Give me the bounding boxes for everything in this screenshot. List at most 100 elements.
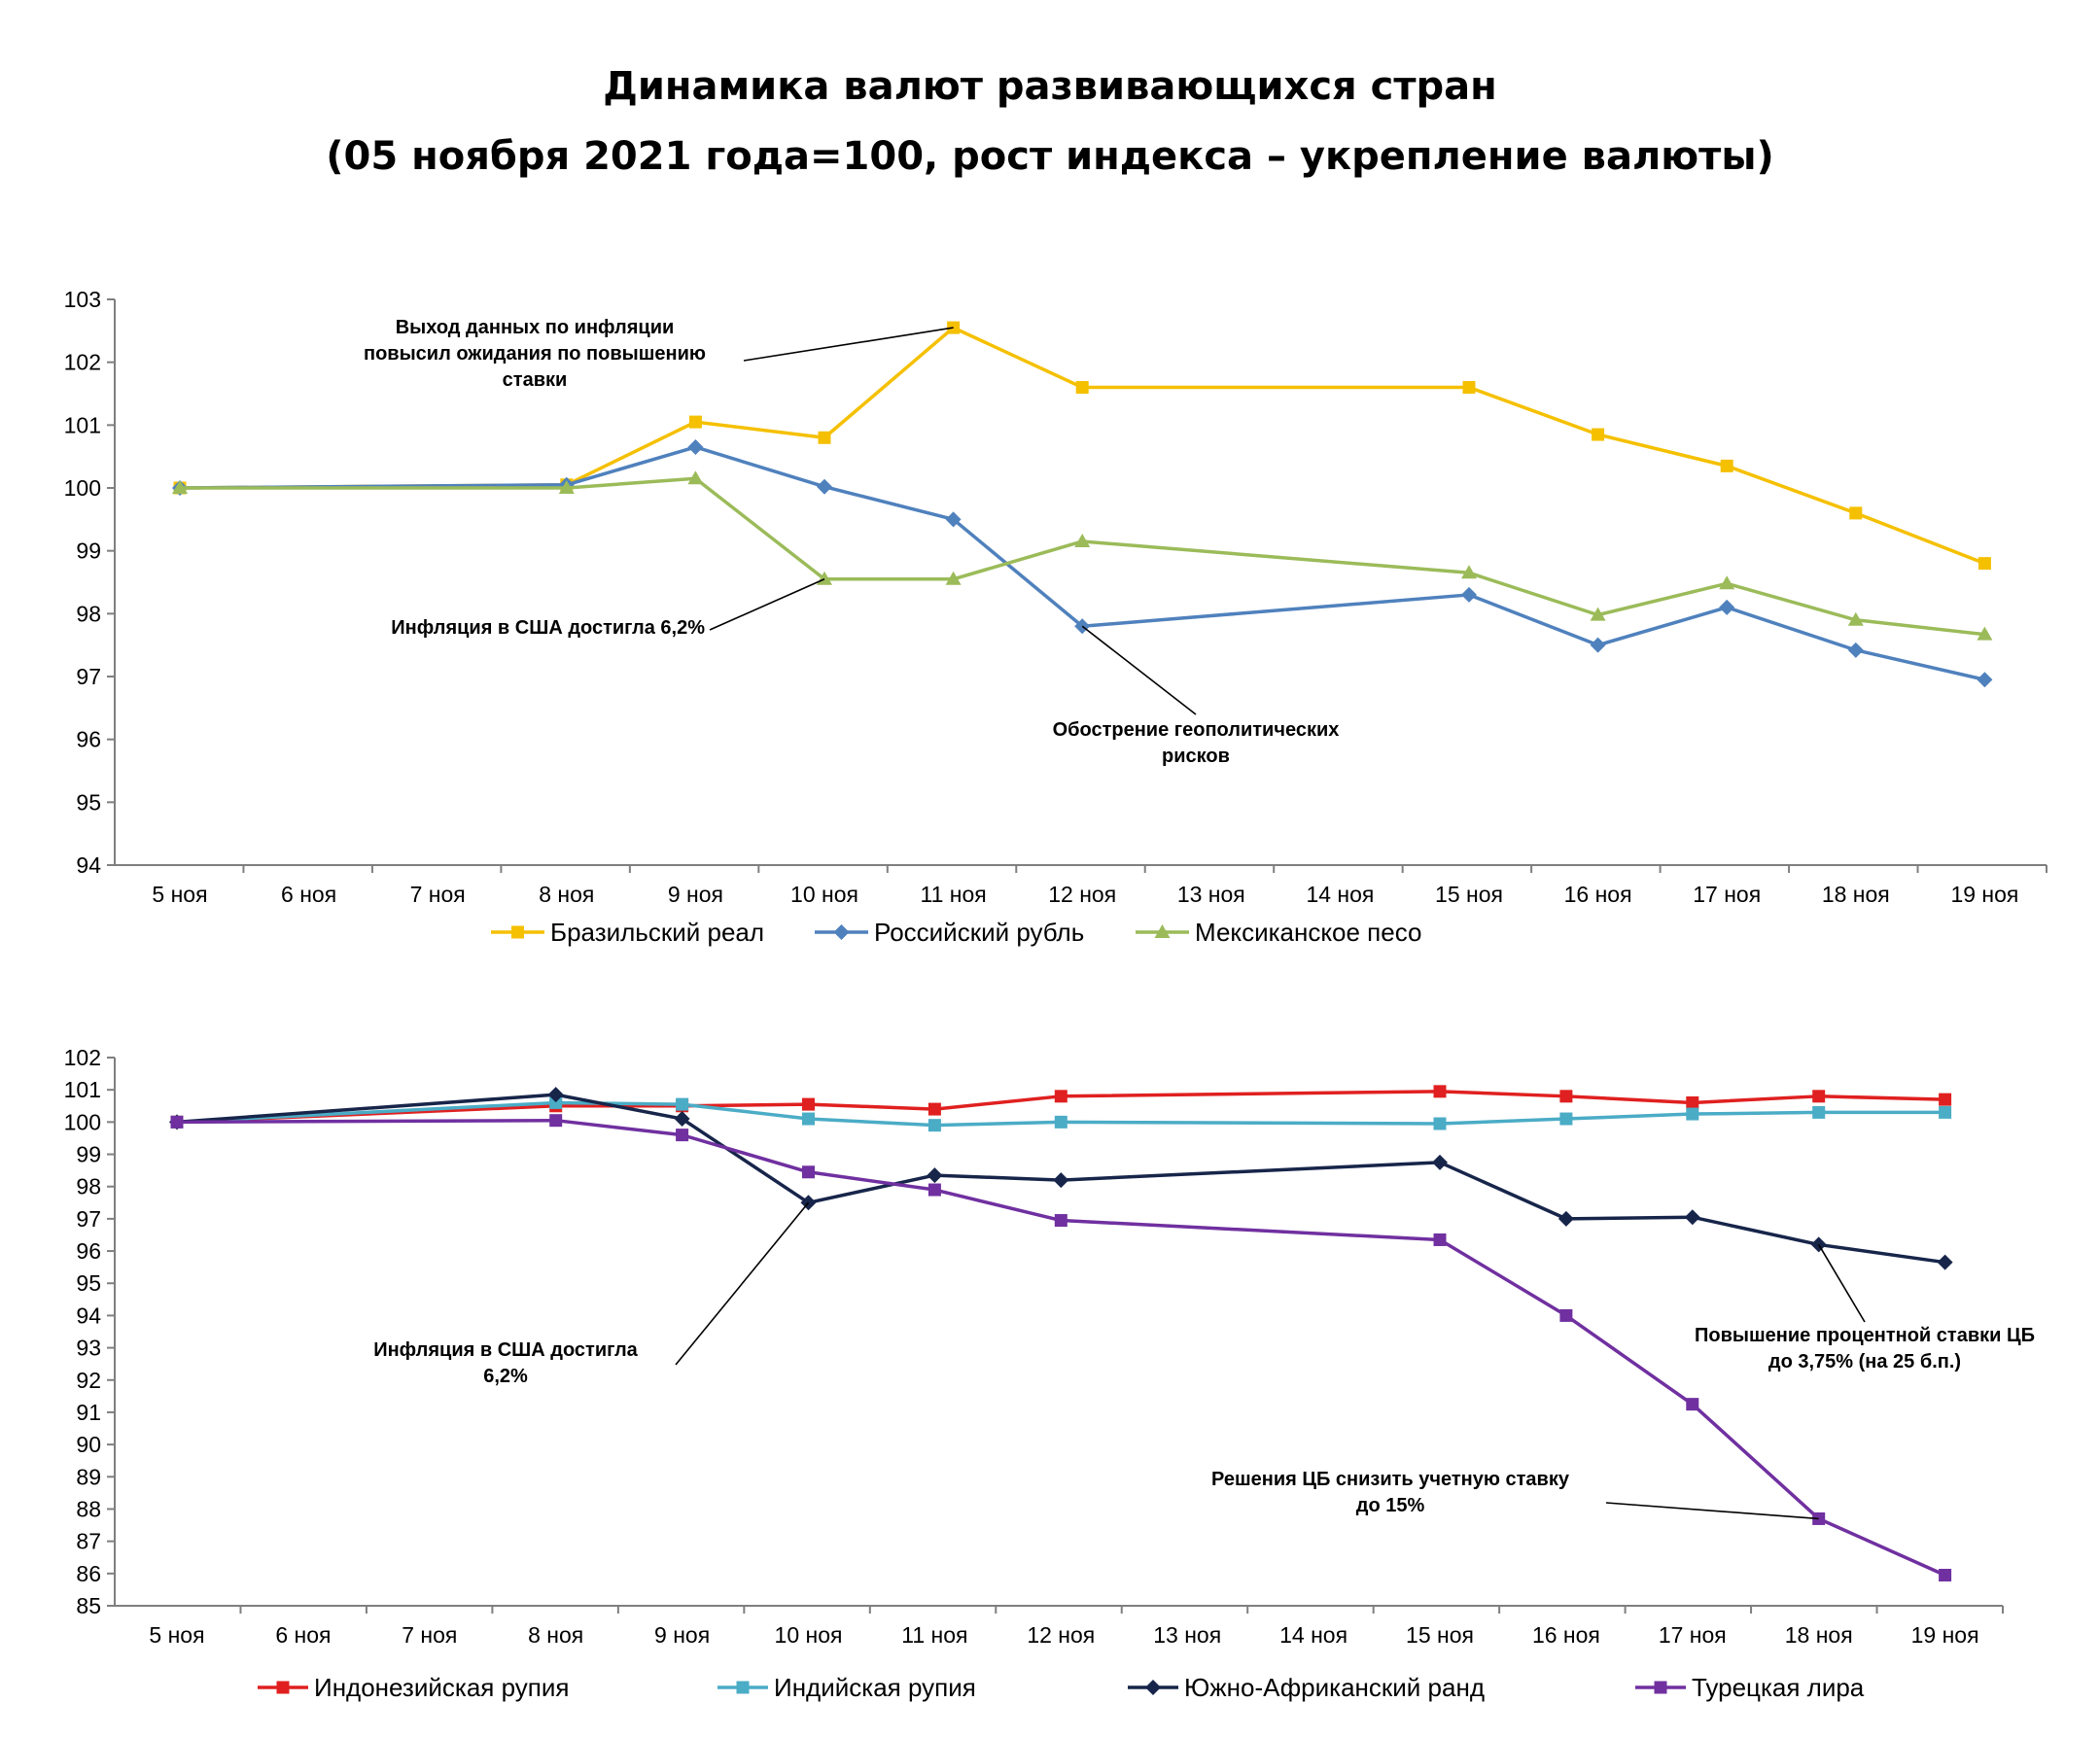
data-point-marker	[1977, 672, 1993, 688]
legend-entry: Южно-Африканский ранд	[1128, 1673, 1485, 1702]
data-point-marker	[1054, 1115, 1068, 1129]
annotation: Выход данных по инфляции повысил ожидания…	[364, 317, 954, 391]
legend-entry: Индийская рупия	[718, 1673, 976, 1702]
annotation-leader-line	[1818, 1244, 1866, 1323]
y-tick-label: 100	[64, 1109, 101, 1134]
legend-label: Южно-Африканский ранд	[1184, 1673, 1485, 1702]
annotation: Инфляция в США достигла 6,2%	[373, 1201, 810, 1387]
x-tick-label: 10 ноя	[775, 1622, 843, 1648]
x-tick-label: 6 ноя	[281, 882, 336, 907]
x-tick-label: 13 ноя	[1153, 1622, 1221, 1648]
x-tick-label: 16 ноя	[1532, 1622, 1600, 1648]
x-tick-label: 5 ноя	[149, 1622, 204, 1648]
annotation-text: Инфляция в США достигла 6,2%	[391, 617, 705, 639]
data-point-marker	[1054, 1090, 1068, 1103]
data-point-marker	[1074, 533, 1091, 547]
data-point-marker	[1590, 637, 1606, 653]
data-point-marker	[1977, 626, 1993, 641]
data-point-marker	[1461, 586, 1477, 603]
x-tick-label: 6 ноя	[275, 1622, 331, 1648]
data-point-marker	[1720, 459, 1733, 472]
data-point-marker	[736, 1681, 750, 1694]
data-point-marker	[549, 1095, 563, 1109]
data-point-marker	[276, 1681, 290, 1694]
legend-label: Российский рубль	[874, 918, 1084, 947]
legend-entry: Мексиканское песо	[1136, 918, 1421, 947]
annotation: Инфляция в США достигла 6,2%	[391, 578, 825, 639]
data-point-marker	[1719, 575, 1735, 590]
annotation-text: Решения ЦБ снизить учетную ставку	[1211, 1469, 1570, 1490]
legend-label: Индийская рупия	[774, 1673, 976, 1702]
y-tick-label: 90	[76, 1432, 101, 1457]
annotation-leader-line	[709, 578, 825, 631]
x-tick-label: 10 ноя	[790, 882, 858, 907]
series-line	[179, 445, 1985, 681]
y-tick-label: 95	[76, 789, 101, 815]
y-tick-label: 86	[76, 1561, 101, 1586]
data-point-marker	[833, 924, 850, 940]
annotation-leader-line	[743, 327, 954, 362]
data-point-marker	[1559, 1308, 1573, 1322]
data-point-marker	[802, 1165, 815, 1179]
y-tick-label: 92	[76, 1368, 101, 1393]
annotation-leader-line	[1605, 1502, 1819, 1520]
data-point-marker	[928, 1119, 941, 1132]
legend-label: Индонезийская рупия	[314, 1673, 569, 1702]
data-point-marker	[1592, 428, 1605, 441]
x-tick-label: 11 ноя	[920, 882, 986, 907]
y-tick-label: 91	[76, 1400, 101, 1425]
x-tick-label: 14 ноя	[1306, 882, 1374, 907]
data-point-marker	[1053, 1172, 1069, 1189]
data-point-marker	[558, 480, 575, 494]
y-tick-label: 93	[76, 1336, 101, 1361]
data-point-marker	[170, 1115, 184, 1129]
data-point-marker	[687, 438, 704, 455]
x-tick-label: 17 ноя	[1659, 1622, 1727, 1648]
x-tick-label: 15 ноя	[1406, 1622, 1474, 1648]
chart-1: 94 95 96 97 98 99 100 101 102 103 5 ноя 6 ноя 7 ноя 8…	[64, 287, 2048, 947]
data-point-marker	[1686, 1398, 1699, 1411]
x-tick-label: 13 ноя	[1177, 882, 1245, 907]
data-point-marker	[1719, 599, 1735, 615]
x-tick-label: 8 ноя	[539, 882, 594, 907]
data-point-marker	[1461, 565, 1477, 579]
data-point-marker	[928, 1102, 941, 1116]
annotation: Повышение процентной ставки ЦБ до 3,75% (…	[1695, 1244, 2035, 1372]
data-point-marker	[1686, 1107, 1699, 1121]
x-tick-label: 12 ноя	[1048, 882, 1116, 907]
x-tick-label: 19 ноя	[1911, 1622, 1979, 1648]
data-point-marker	[1939, 1105, 1952, 1119]
data-point-marker	[1432, 1154, 1448, 1170]
data-point-marker	[1812, 1090, 1826, 1103]
annotation-text: до 15%	[1356, 1495, 1425, 1516]
y-tick-label: 97	[76, 664, 101, 689]
x-tick-label: 8 ноя	[528, 1622, 583, 1648]
x-tick-label: 9 ноя	[654, 1622, 710, 1648]
data-point-marker	[927, 1167, 943, 1184]
y-tick-label: 102	[64, 350, 101, 375]
data-point-marker	[945, 571, 962, 585]
data-point-marker	[1590, 607, 1606, 621]
y-tick-label: 94	[76, 852, 101, 878]
legend-entry: Турецкая лира	[1635, 1673, 1865, 1702]
series-2	[172, 438, 1993, 688]
y-tick-label: 102	[64, 1045, 101, 1070]
data-point-marker	[802, 1112, 815, 1126]
y-tick-label: 98	[76, 601, 101, 626]
x-tick-label: 17 ноя	[1693, 882, 1761, 907]
y-tick-label: 88	[76, 1496, 101, 1521]
data-point-marker	[172, 480, 188, 494]
annotation-text: Выход данных по инфляции	[396, 317, 675, 338]
y-tick-label: 96	[76, 727, 101, 752]
legend-label: Турецкая лира	[1692, 1673, 1865, 1702]
y-tick-label: 97	[76, 1206, 101, 1232]
annotation-text: рисков	[1162, 746, 1230, 767]
y-tick-label: 103	[64, 287, 101, 312]
data-point-marker	[928, 1183, 941, 1197]
data-point-marker	[1054, 1214, 1068, 1228]
data-point-marker	[1686, 1095, 1699, 1109]
y-tick-label: 94	[76, 1303, 101, 1328]
data-point-marker	[1154, 924, 1171, 938]
data-point-marker	[1937, 1254, 1953, 1270]
y-tick-label: 99	[76, 1142, 101, 1167]
